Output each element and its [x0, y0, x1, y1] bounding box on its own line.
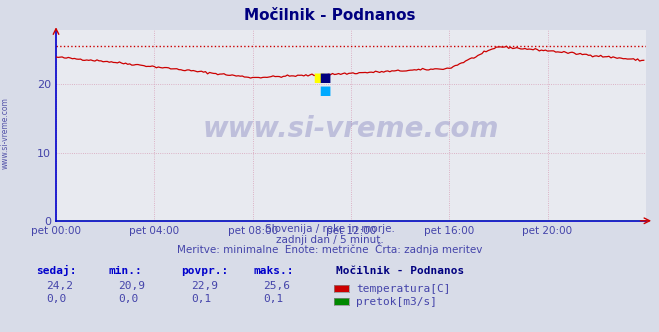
Text: maks.:: maks.:: [254, 266, 294, 276]
Text: 24,2: 24,2: [46, 281, 73, 291]
Text: temperatura[C]: temperatura[C]: [356, 284, 450, 293]
Text: www.si-vreme.com: www.si-vreme.com: [1, 97, 10, 169]
Text: min.:: min.:: [109, 266, 142, 276]
Text: Močilnik - Podnanos: Močilnik - Podnanos: [336, 266, 465, 276]
Text: Slovenija / reke in morje.: Slovenija / reke in morje.: [264, 224, 395, 234]
Text: povpr.:: povpr.:: [181, 266, 229, 276]
Text: ▪: ▪: [312, 68, 325, 87]
Text: 20,9: 20,9: [119, 281, 146, 291]
Text: Močilnik - Podnanos: Močilnik - Podnanos: [244, 8, 415, 23]
Text: 22,9: 22,9: [191, 281, 218, 291]
Text: Meritve: minimalne  Enote: metrične  Črta: zadnja meritev: Meritve: minimalne Enote: metrične Črta:…: [177, 243, 482, 255]
Text: pretok[m3/s]: pretok[m3/s]: [356, 297, 437, 307]
Text: 0,0: 0,0: [46, 294, 67, 304]
Text: sedaj:: sedaj:: [36, 265, 76, 276]
Text: 0,1: 0,1: [264, 294, 284, 304]
Text: 0,0: 0,0: [119, 294, 139, 304]
Text: zadnji dan / 5 minut.: zadnji dan / 5 minut.: [275, 235, 384, 245]
Text: ▪: ▪: [318, 81, 331, 101]
Text: 25,6: 25,6: [264, 281, 291, 291]
Text: 0,1: 0,1: [191, 294, 212, 304]
Text: ▪: ▪: [318, 68, 331, 87]
Text: www.si-vreme.com: www.si-vreme.com: [203, 115, 499, 143]
